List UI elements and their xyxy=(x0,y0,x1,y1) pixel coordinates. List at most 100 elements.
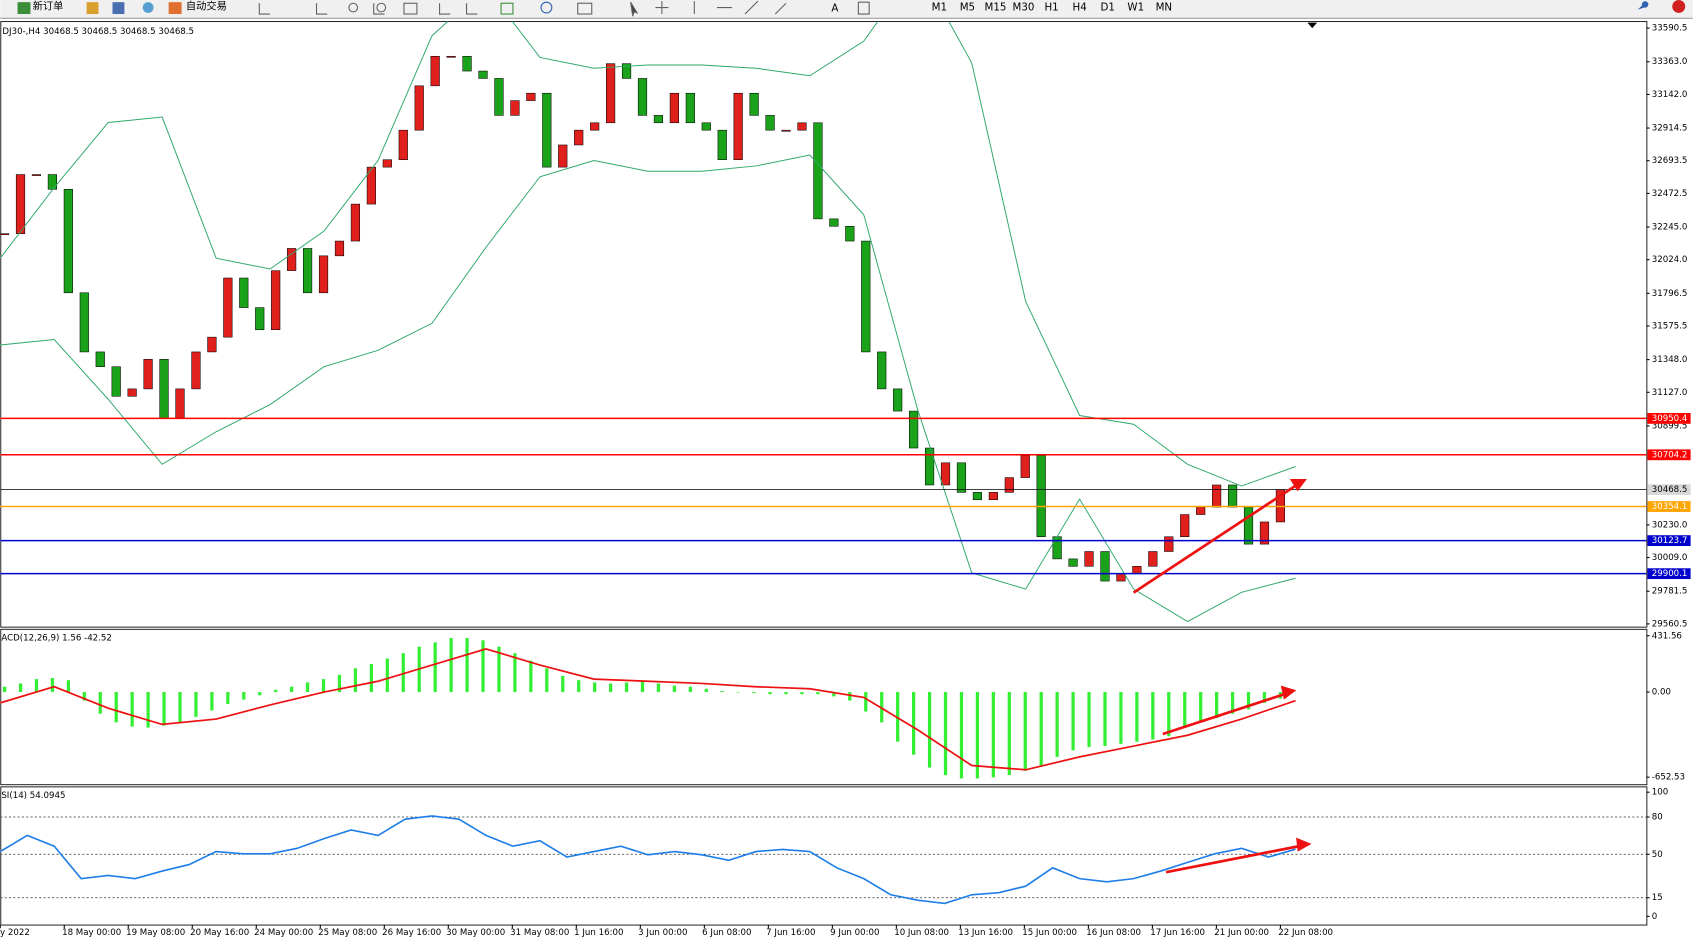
candle xyxy=(63,189,73,294)
new-order-button[interactable]: 新订单 xyxy=(33,0,64,12)
candle xyxy=(637,78,648,116)
y-tick-label: 33590.5 xyxy=(1652,24,1688,34)
bollinger-band xyxy=(0,154,1296,623)
candle xyxy=(606,63,616,124)
macd-bar xyxy=(561,675,565,693)
macd-bar xyxy=(1183,692,1187,728)
auto-trade-icon[interactable] xyxy=(168,2,182,15)
level-label: 30950.4 xyxy=(1652,414,1688,424)
candle xyxy=(1243,506,1254,545)
timeframe-button[interactable]: W1 xyxy=(1127,2,1144,14)
cursor-icon[interactable] xyxy=(630,1,639,17)
toolbar-icon[interactable] xyxy=(142,2,154,13)
toolbar-icon[interactable] xyxy=(86,2,99,15)
draw-tool-icon[interactable] xyxy=(655,0,787,15)
x-tick-label: 16 Jun 08:00 xyxy=(1086,928,1141,938)
candle xyxy=(1084,551,1094,567)
new-order-icon[interactable] xyxy=(17,2,31,15)
period-icon[interactable] xyxy=(540,1,553,14)
candle xyxy=(1020,455,1030,478)
macd-bar xyxy=(816,692,820,695)
macd-bar xyxy=(832,692,836,697)
macd-bar xyxy=(130,692,134,727)
macd-bar xyxy=(864,692,868,712)
text-tool[interactable]: A xyxy=(831,3,838,15)
y-tick-label: 100 xyxy=(1652,788,1668,798)
macd-header: ACD(12,26,9) 1.56 -42.52 xyxy=(1,633,112,643)
macd-bar xyxy=(226,692,230,704)
candle xyxy=(255,307,265,331)
chart-tool-icon[interactable] xyxy=(258,3,385,15)
macd-bar xyxy=(433,642,437,693)
y-tick-label: -652.53 xyxy=(1652,773,1685,783)
x-tick-label: 26 May 16:00 xyxy=(382,928,441,938)
timeframe-button[interactable]: M30 xyxy=(1013,2,1035,14)
macd-bar xyxy=(401,653,405,693)
macd-bar xyxy=(82,692,86,701)
candle xyxy=(382,159,392,168)
indicator-icon[interactable] xyxy=(500,2,514,15)
macd-bar xyxy=(194,692,198,717)
candle xyxy=(717,129,727,161)
macd-bar xyxy=(927,692,932,768)
macd-bar xyxy=(1230,692,1235,714)
zoom-in-icon[interactable] xyxy=(348,2,359,13)
y-tick-label: 31796.5 xyxy=(1652,289,1688,299)
search-icon[interactable] xyxy=(1637,1,1649,10)
macd-bar xyxy=(752,692,756,694)
candle xyxy=(829,218,839,227)
macd-bar xyxy=(385,658,389,693)
timeframe-button[interactable]: M1 xyxy=(932,2,947,14)
candle xyxy=(1068,558,1078,567)
price-plot xyxy=(0,21,1647,623)
timeframe-button[interactable]: H4 xyxy=(1073,2,1087,14)
zoom-out-icon[interactable] xyxy=(376,2,387,13)
macd-bar xyxy=(704,688,708,693)
template-icon[interactable] xyxy=(577,2,593,15)
candle xyxy=(1132,566,1142,574)
candle xyxy=(877,351,887,390)
candle xyxy=(749,92,759,116)
rsi-line xyxy=(0,815,1296,905)
macd-bar xyxy=(991,692,995,778)
candle xyxy=(334,240,345,257)
x-tick-label: 3 Jun 00:00 xyxy=(638,928,687,938)
macd-bar xyxy=(34,679,39,693)
rsi-panel-border xyxy=(0,786,1648,926)
macd-plot xyxy=(0,638,1296,779)
y-tick-label: 0 xyxy=(1652,912,1658,922)
candle xyxy=(191,351,201,390)
shift-icon[interactable] xyxy=(439,3,478,15)
macd-bar xyxy=(656,683,661,693)
candle xyxy=(446,55,456,58)
candle xyxy=(478,70,488,79)
macd-signal-line xyxy=(0,647,1296,771)
candle xyxy=(893,388,903,412)
candle xyxy=(15,174,26,234)
timeframe-button[interactable]: H1 xyxy=(1044,2,1058,14)
auto-trade-button[interactable]: 自动交易 xyxy=(186,0,227,12)
candle xyxy=(526,92,536,101)
candle xyxy=(1100,551,1110,582)
timeframe-button[interactable]: D1 xyxy=(1101,2,1115,14)
x-tick-label: 30 May 00:00 xyxy=(446,928,505,938)
x-tick-label: 13 Jun 16:00 xyxy=(958,928,1013,938)
candle xyxy=(542,92,552,168)
x-tick-label: May 2022 xyxy=(0,928,30,938)
y-tick-label: 30899.5 xyxy=(1652,421,1688,431)
alert-badge[interactable] xyxy=(1672,0,1686,13)
timeframe-button[interactable]: M15 xyxy=(985,2,1007,14)
candle xyxy=(223,277,233,338)
text-tool-icon[interactable] xyxy=(857,1,870,15)
rsi-header: SI(14) 54.0945 xyxy=(1,791,65,801)
tile-icon[interactable] xyxy=(403,2,418,15)
rsi-axis: 100 80 50 15 0 xyxy=(1646,788,1668,922)
macd-bar xyxy=(1199,692,1203,723)
timeframe-button[interactable]: MN xyxy=(1156,2,1173,14)
candle xyxy=(318,255,329,294)
y-tick-label: 31575.5 xyxy=(1652,321,1688,331)
toolbar: A 新订单 自动交易 M1 M5 M15 M30 H1 H4 D1 W1 MN xyxy=(0,0,1693,19)
toolbar-icon[interactable] xyxy=(112,2,125,15)
timeframe-button[interactable]: M5 xyxy=(960,2,975,14)
